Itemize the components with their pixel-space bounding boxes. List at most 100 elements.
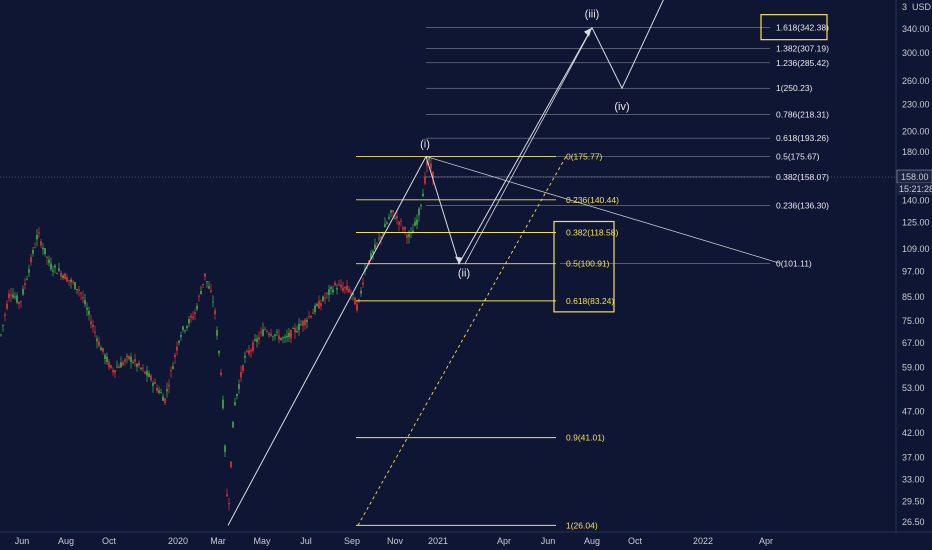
candle-body — [300, 324, 302, 326]
price-tick-label: 3 — [902, 2, 907, 12]
candle-body — [352, 293, 354, 296]
fib-extension-label: 1.618(342.38) — [776, 23, 829, 33]
candle-body — [394, 217, 396, 219]
dashed-channel-line — [357, 156, 567, 526]
candle-body — [156, 387, 158, 391]
time-axis[interactable]: Jun Aug Oct 2020 Mar May Jul Sep Nov 2021 Apr Jun Au… — [0, 531, 932, 546]
candle-body — [356, 303, 358, 311]
time-tick-label: Jun — [541, 536, 556, 546]
candle-body — [376, 242, 378, 244]
candle-body — [174, 354, 176, 358]
candle-body — [312, 312, 314, 314]
candle-body — [218, 350, 220, 354]
candle-body — [366, 267, 368, 269]
candle-body — [226, 494, 228, 497]
candle-body — [284, 336, 286, 339]
candle-body — [298, 323, 300, 331]
candle-body — [34, 247, 36, 249]
candle-body — [198, 295, 200, 297]
candle-body — [32, 250, 34, 254]
candle-body — [134, 359, 136, 362]
candle-body — [398, 221, 400, 225]
candle-body — [68, 280, 70, 281]
candle-body — [62, 275, 64, 279]
candle-body — [22, 288, 24, 295]
candle-body — [432, 171, 434, 179]
candle-body — [318, 300, 320, 309]
candle-body — [6, 303, 8, 309]
candle-body — [220, 372, 222, 375]
price-tick-label: 33.00 — [902, 475, 925, 485]
candle-body — [382, 233, 384, 235]
price-tick-label: 109.00 — [902, 244, 930, 254]
candle-body — [344, 286, 346, 289]
candle-body — [146, 370, 148, 376]
candle-body — [104, 354, 106, 359]
candle-body — [130, 356, 132, 362]
fib-level-label: 0.382(118.58) — [566, 228, 618, 238]
time-tick-label: Mar — [210, 536, 226, 546]
fib-extension-label: 1.236(285.42) — [776, 58, 829, 68]
candle-body — [202, 283, 204, 285]
candle-body — [416, 219, 418, 225]
candle-body — [338, 284, 340, 286]
candle-body — [190, 315, 192, 318]
fib-level-label: 1(26.04) — [566, 520, 598, 530]
candle-body — [426, 160, 428, 166]
fib-level-label: 0.618(83.24) — [566, 296, 614, 306]
candle-body — [186, 326, 188, 328]
candle-body — [40, 240, 42, 246]
candle-body — [306, 320, 308, 323]
elliott-wave-drawings — [227, 0, 781, 526]
price-tick-label: 260.00 — [902, 76, 930, 86]
candle-body — [166, 389, 168, 392]
candle-body — [392, 210, 394, 213]
elliott-projection-path — [425, 0, 664, 265]
candle-body — [200, 290, 202, 295]
candle-body — [294, 328, 296, 333]
candle-body — [404, 227, 406, 230]
candle-body — [274, 334, 276, 336]
fib-extension-label: 1.382(307.19) — [776, 44, 829, 54]
candle-body — [340, 284, 342, 288]
price-tick-label: 180.00 — [902, 147, 930, 157]
candle-body — [122, 362, 124, 365]
candle-body — [326, 292, 328, 294]
candle-body — [234, 402, 236, 406]
candle-body — [262, 329, 264, 336]
candle-body — [328, 289, 330, 295]
candle-body — [240, 371, 242, 378]
candle-body — [180, 335, 182, 337]
candle-body — [42, 247, 44, 250]
wave-label: (iv) — [614, 101, 629, 113]
candle-body — [408, 234, 410, 238]
fib-retracement-lines — [0, 27, 896, 526]
candle-body — [308, 315, 310, 317]
candle-body — [236, 393, 238, 396]
candle-body — [358, 299, 360, 301]
time-tick-label: Apr — [497, 536, 511, 546]
fib-extension-label: 0.236(136.30) — [776, 201, 829, 211]
fib-extension-label: 0.618(193.26) — [776, 133, 829, 143]
time-tick-label: Aug — [58, 536, 74, 546]
candle-body — [162, 396, 164, 401]
candle-body — [320, 303, 322, 306]
candle-body — [336, 288, 338, 290]
candle-body — [304, 319, 306, 326]
candle-body — [286, 335, 288, 338]
fib-extension-label: 0.382(158.07) — [776, 172, 829, 182]
time-tick-label: 2020 — [168, 536, 188, 546]
candle-body — [322, 296, 324, 301]
candle-body — [8, 293, 10, 299]
candle-body — [204, 273, 206, 277]
candle-body — [270, 333, 272, 336]
price-tick-label: 29.50 — [902, 496, 925, 506]
candle-body — [296, 331, 298, 333]
fib-level-label: 0.236(140.44) — [566, 195, 619, 205]
candle-body — [206, 281, 208, 283]
candle-body — [354, 297, 356, 305]
price-axis[interactable]: 340.00 300.00 260.00 230.00 200.00 180.00 140.… — [895, 0, 932, 532]
time-tick-label: 2021 — [428, 536, 448, 546]
candle-body — [14, 296, 16, 298]
